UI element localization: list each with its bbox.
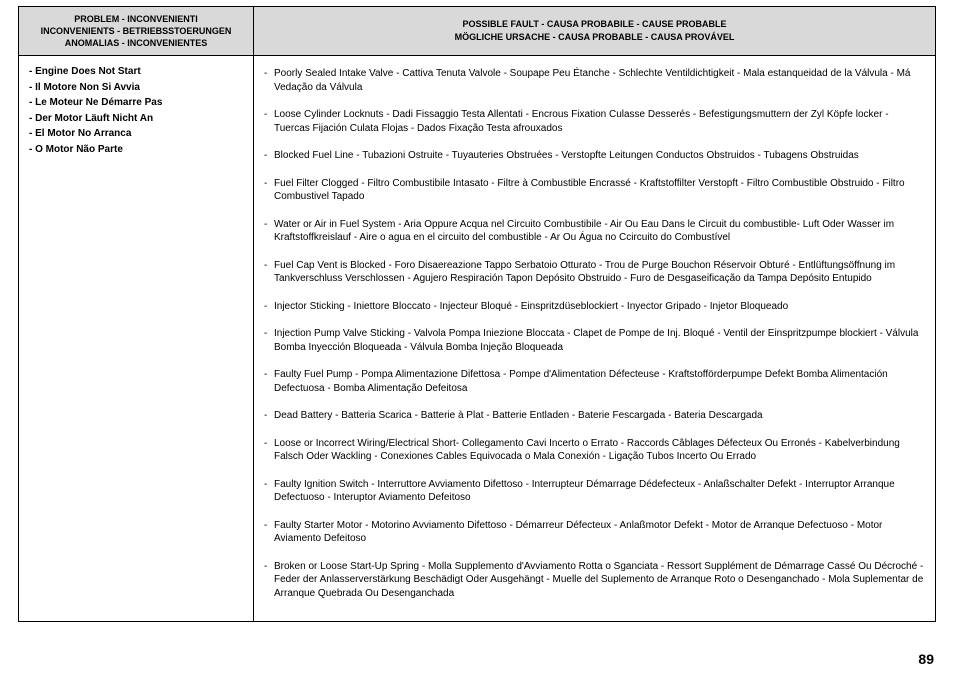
fault-item: Blocked Fuel Line - Tubazioni Ostruite -…: [264, 146, 925, 166]
fault-item: Injection Pump Valve Sticking - Valvola …: [264, 324, 925, 357]
fault-item: Fuel Cap Vent is Blocked - Foro Disaerea…: [264, 256, 925, 289]
header-problem: PROBLEM - INCONVENIENTI INCONVENIENTS - …: [19, 7, 254, 56]
problem-cell: - Engine Does Not Start - Il Motore Non …: [19, 56, 254, 622]
table-row: - Engine Does Not Start - Il Motore Non …: [19, 56, 936, 622]
problem-line: - Engine Does Not Start: [29, 64, 243, 80]
problem-line: - Il Motore Non Si Avvia: [29, 80, 243, 96]
problem-line: - El Motor No Arranca: [29, 126, 243, 142]
problem-line: - O Motor Não Parte: [29, 142, 243, 158]
fault-item: Fuel Filter Clogged - Filtro Combustibil…: [264, 174, 925, 207]
header-problem-line3: ANOMALIAS - INCONVENIENTES: [65, 38, 208, 48]
header-fault-line1: POSSIBLE FAULT - CAUSA PROBABILE - CAUSE…: [462, 19, 726, 29]
fault-item: Water or Air in Fuel System - Aria Oppur…: [264, 215, 925, 248]
page-number: 89: [918, 651, 934, 667]
fault-item: Faulty Starter Motor - Motorino Avviamen…: [264, 516, 925, 549]
fault-item: Faulty Ignition Switch - Interruttore Av…: [264, 475, 925, 508]
fault-item: Loose or Incorrect Wiring/Electrical Sho…: [264, 434, 925, 467]
fault-item: Broken or Loose Start-Up Spring - Molla …: [264, 557, 925, 604]
document-page: PROBLEM - INCONVENIENTI INCONVENIENTS - …: [0, 0, 954, 622]
fault-item: Faulty Fuel Pump - Pompa Alimentazione D…: [264, 365, 925, 398]
fault-list: Poorly Sealed Intake Valve - Cattiva Ten…: [264, 64, 925, 603]
troubleshooting-table: PROBLEM - INCONVENIENTI INCONVENIENTS - …: [18, 6, 936, 622]
fault-item: Poorly Sealed Intake Valve - Cattiva Ten…: [264, 64, 925, 97]
problem-line: - Le Moteur Ne Démarre Pas: [29, 95, 243, 111]
problem-line: - Der Motor Läuft Nicht An: [29, 111, 243, 127]
header-problem-line1: PROBLEM - INCONVENIENTI: [74, 14, 198, 24]
fault-cell: Poorly Sealed Intake Valve - Cattiva Ten…: [254, 56, 936, 622]
fault-item: Dead Battery - Batteria Scarica - Batter…: [264, 406, 925, 426]
header-problem-line2: INCONVENIENTS - BETRIEBSSTOERUNGEN: [41, 26, 232, 36]
fault-item: Loose Cylinder Locknuts - Dadi Fissaggio…: [264, 105, 925, 138]
header-fault: POSSIBLE FAULT - CAUSA PROBABILE - CAUSE…: [254, 7, 936, 56]
fault-item: Injector Sticking - Iniettore Bloccato -…: [264, 297, 925, 317]
table-header-row: PROBLEM - INCONVENIENTI INCONVENIENTS - …: [19, 7, 936, 56]
header-fault-line2: MÖGLICHE URSACHE - CAUSA PROBABLE - CAUS…: [455, 32, 735, 42]
